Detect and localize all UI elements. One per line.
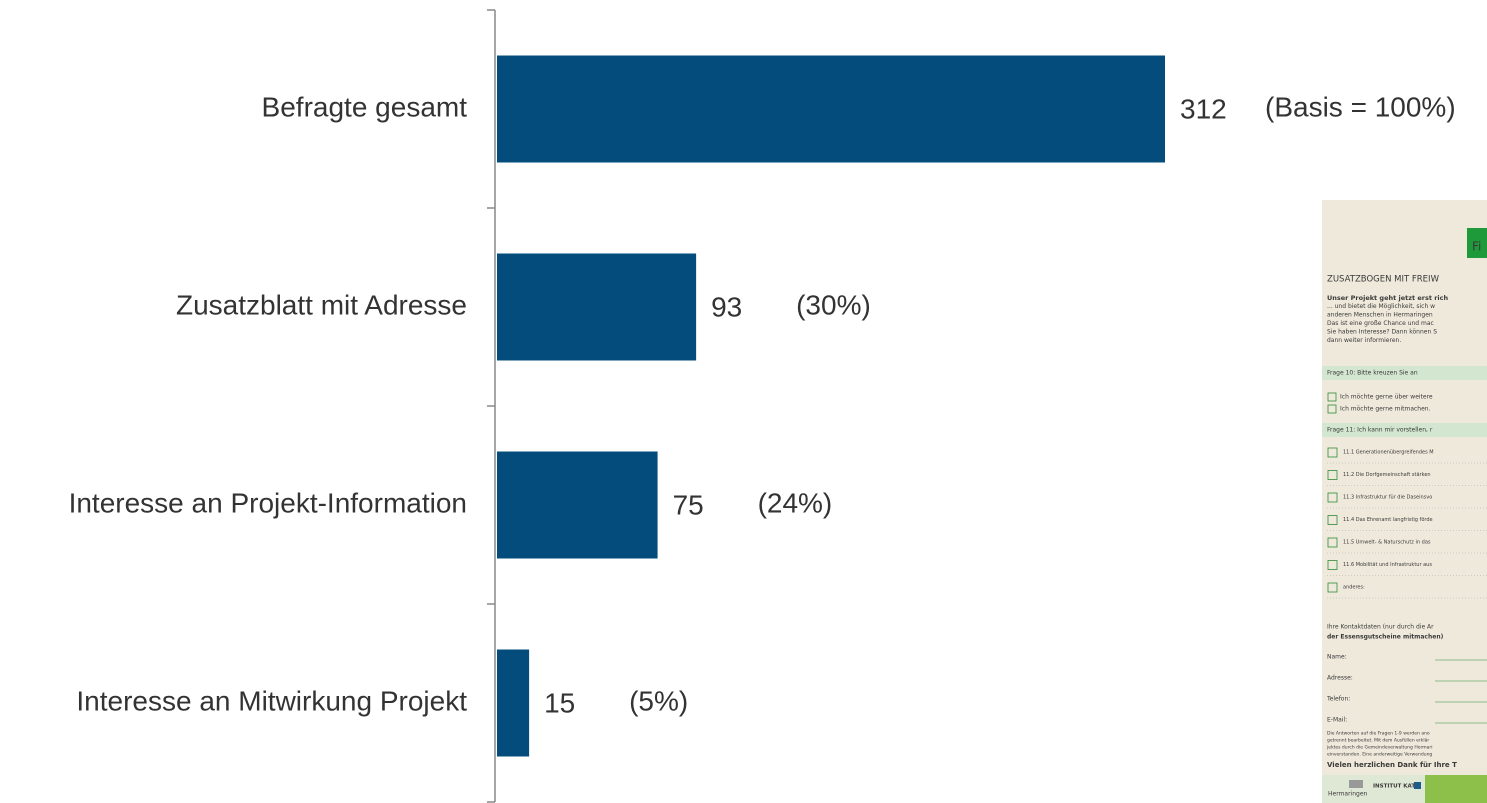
document-text: 11.5 Umwelt- & Naturschutz in das (1343, 540, 1431, 546)
bar (497, 55, 1165, 163)
document-text: Die Antworten auf die Fragen 1-9 werden … (1327, 731, 1430, 737)
document-text: anderen Menschen in Hermaringen (1327, 312, 1433, 319)
document-text: Frage 11: Ich kann mir vorstellen, r (1327, 427, 1433, 434)
category-label: Interesse an Projekt-Information (69, 487, 467, 518)
share-label: (24%) (758, 487, 833, 518)
value-label: 93 (711, 291, 742, 322)
bar (497, 253, 697, 361)
checkbox (1327, 537, 1338, 548)
document-text: anderes: (1343, 585, 1365, 591)
document-text: ... und bietet die Möglichkeit, sich w (1327, 303, 1435, 310)
document-text: Hermaringen (1328, 791, 1368, 798)
bar (497, 451, 658, 559)
document-text: 11.2 Die Dorfgemeinschaft stärken (1343, 472, 1431, 478)
category-label: Interesse an Mitwirkung Projekt (76, 685, 467, 716)
value-label: 312 (1180, 93, 1227, 124)
document-text: Ihre Kontaktdaten (nur durch die Ar (1327, 624, 1434, 631)
checkbox (1327, 392, 1337, 402)
document-text: 11.1 Generationenübergreifendes M (1343, 450, 1434, 456)
value-label: 15 (544, 687, 575, 718)
checkbox (1327, 515, 1338, 525)
logo-mark (1349, 780, 1363, 788)
document-text: Ich möchte gerne mitmachen. (1340, 406, 1431, 413)
document-text: E-Mail: (1327, 717, 1347, 724)
checkbox (1327, 404, 1337, 414)
logo-mark (1414, 782, 1421, 789)
value-label: 75 (673, 489, 704, 520)
document-text: Ich möchte gerne über weitere (1340, 394, 1433, 401)
document-text: Name: (1327, 654, 1347, 661)
document-text: 11.6 Mobilität und Infrastruktur aus (1343, 562, 1432, 568)
document-text: der Essensgutscheine mitmachen) (1327, 634, 1444, 641)
share-label: (30%) (796, 289, 871, 320)
checkbox (1327, 560, 1338, 570)
share-label: (Basis = 100%) (1265, 91, 1456, 122)
checkbox (1327, 447, 1338, 458)
category-label: Befragte gesamt (262, 91, 468, 122)
paper (1322, 200, 1487, 803)
questionnaire-thumbnail: Fi ZUSATZBOGEN MIT FREIW Unser Projekt geh… (1322, 200, 1487, 803)
document-text: Unser Projekt geht jetzt erst rich (1327, 294, 1449, 302)
category-label: Zusatzblatt mit Adresse (176, 289, 467, 320)
document-text: 11.3 Infrastruktur für die Daseinsvo (1343, 495, 1432, 501)
document-text: Fi (1472, 240, 1481, 254)
document-text: Adresse: (1327, 675, 1353, 682)
bar (497, 649, 530, 757)
document-text: 11.4 Das Ehrenamt langfristig förde (1343, 517, 1433, 523)
question-band (1322, 366, 1487, 380)
document-text: INSTITUT KATZ (1373, 784, 1419, 790)
document-text: Das ist eine große Chance und mac (1327, 320, 1434, 327)
document-text: dann weiter informieren. (1327, 337, 1401, 344)
checkbox (1327, 492, 1338, 503)
document-text: Vielen herzlichen Dank für Ihre T (1327, 761, 1457, 769)
question-band (1322, 423, 1487, 437)
document-text: getrennt bearbeitet. Mit dem Ausfüllen e… (1327, 738, 1429, 744)
footer-logo (1425, 775, 1487, 803)
checkbox (1327, 582, 1338, 593)
document-text: Telefon: (1326, 696, 1350, 703)
checkbox (1327, 470, 1338, 480)
badge-box (1467, 228, 1487, 258)
document-text: Sie haben Interesse? Dann können S (1327, 329, 1437, 336)
document-text: Frage 10: Bitte kreuzen Sie an (1327, 370, 1418, 377)
document-text: ZUSATZBOGEN MIT FREIW (1327, 275, 1440, 285)
document-text: einverstanden. Eine anderweitige Verwend… (1327, 752, 1432, 758)
document-text: jektes durch die Gemeindeverwaltung Herm… (1326, 745, 1432, 751)
share-label: (5%) (629, 685, 688, 716)
